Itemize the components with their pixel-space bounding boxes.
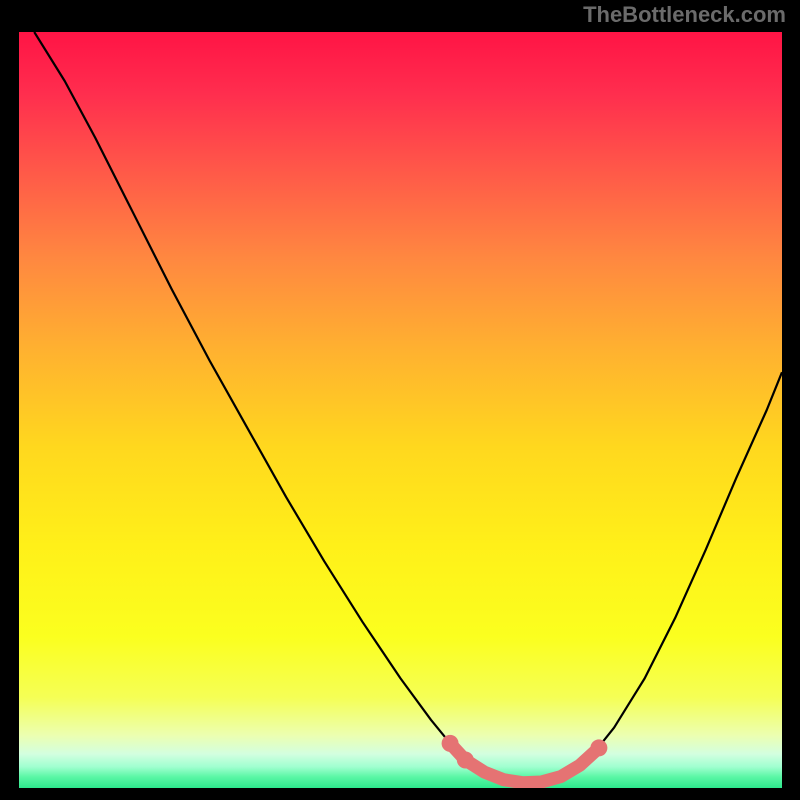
- plot-gradient-background: [19, 32, 782, 788]
- bottleneck-chart: [0, 0, 800, 800]
- highlight-dot: [442, 735, 459, 752]
- highlight-dot: [457, 752, 474, 769]
- chart-stage: TheBottleneck.com: [0, 0, 800, 800]
- highlight-dot: [590, 739, 607, 756]
